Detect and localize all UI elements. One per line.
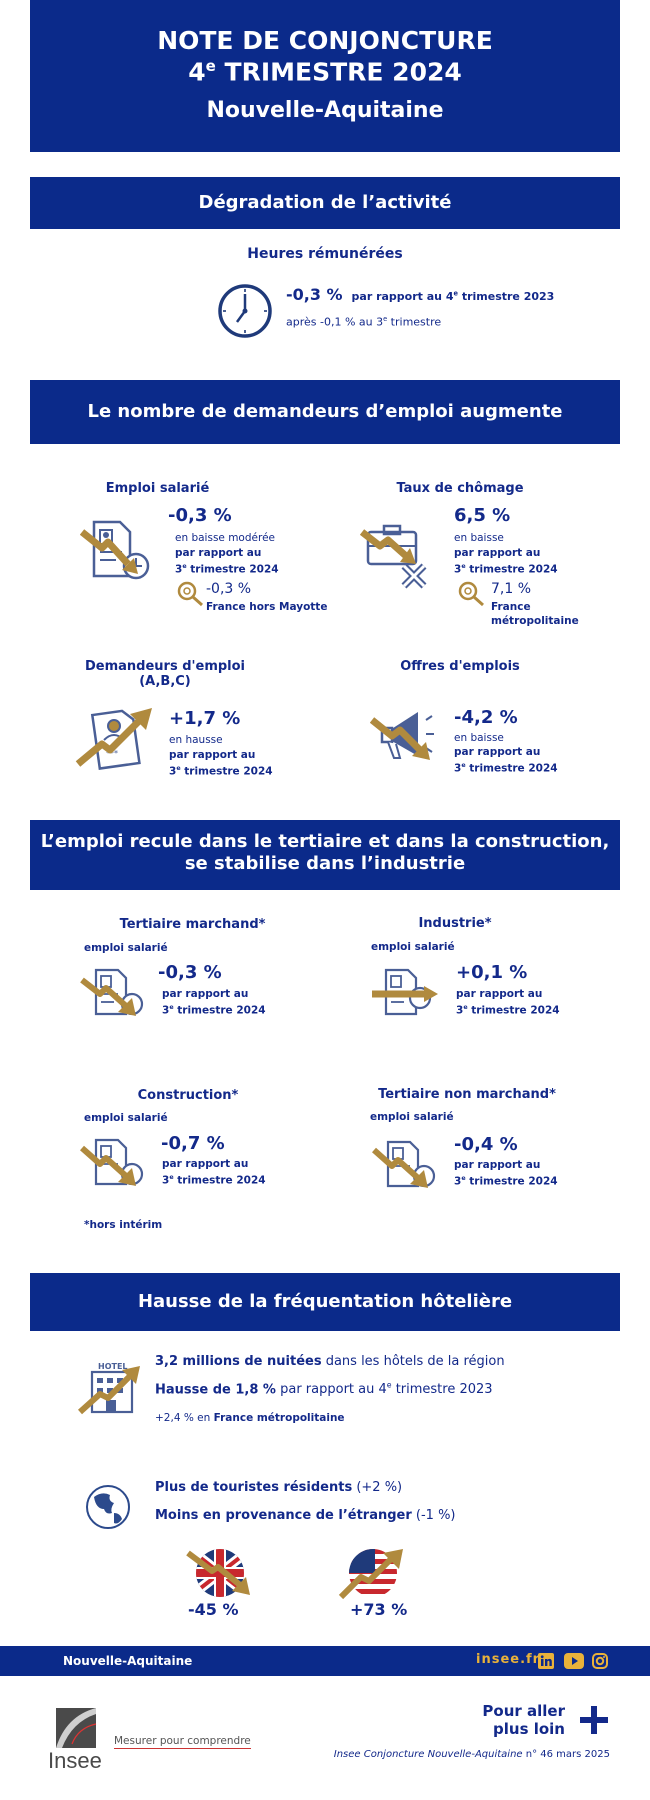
construction-value: -0,7 % xyxy=(161,1133,225,1154)
hors-interim-note: *hors intérim xyxy=(84,1219,163,1231)
offres-desc: en baisse xyxy=(454,732,504,744)
youtube-icon[interactable] xyxy=(564,1653,584,1669)
section-sectors-banner: L’emploi recule dans le tertiaire et dan… xyxy=(30,820,620,890)
header-title: NOTE DE CONJONCTURE xyxy=(157,26,493,55)
megaphone-down-icon xyxy=(370,700,450,770)
emploi-salarie-ref: par rapport au 3e trimestre 2024 xyxy=(175,547,279,576)
offres-value: -4,2 % xyxy=(454,707,518,728)
industrie-sublabel: emploi salarié xyxy=(371,941,455,953)
offres-label: Offres d'emplois xyxy=(400,659,520,674)
section-hotel-banner: Hausse de la fréquentation hôtelière xyxy=(30,1273,620,1331)
tertiaire-label: Tertiaire marchand* xyxy=(119,917,266,932)
emploi-france-label: France hors Mayotte xyxy=(206,601,328,613)
document-clock-down-icon xyxy=(80,966,152,1022)
residents-line: Plus de touristes résidents (+2 %) xyxy=(155,1480,403,1495)
tertiaire-value: -0,3 % xyxy=(158,962,222,983)
tertiaire-ref: par rapport au 3e trimestre 2024 xyxy=(162,988,266,1017)
document-clock-down-icon xyxy=(80,518,156,586)
construction-sublabel: emploi salarié xyxy=(84,1112,168,1124)
sectors-title-line2: se stabilise dans l’industrie xyxy=(184,853,466,874)
briefcase-cross-icon xyxy=(360,518,440,590)
chomage-value: 6,5 % xyxy=(454,505,511,526)
emploi-salarie-label: Emploi salarié xyxy=(105,481,210,496)
demandeurs-ref: par rapport au 3e trimestre 2024 xyxy=(169,749,273,778)
document-clock-down-icon xyxy=(80,1136,152,1192)
insee-tagline: Mesurer pour comprendre xyxy=(114,1735,251,1749)
instagram-icon[interactable] xyxy=(592,1653,608,1669)
magnifier-icon xyxy=(176,580,206,608)
industrie-value: +0,1 % xyxy=(456,962,528,983)
footer-bar: Nouvelle-Aquitaine insee.fr xyxy=(0,1646,650,1676)
document-clock-down-icon xyxy=(372,1138,444,1194)
chomage-desc: en baisse xyxy=(454,532,504,544)
emploi-salarie-desc: en baisse modérée xyxy=(175,532,275,544)
sectors-title-line1: L’emploi recule dans le tertiaire et dan… xyxy=(40,831,610,852)
construction-label: Construction* xyxy=(137,1088,239,1103)
section-demandeurs-banner: Le nombre de demandeurs d’emploi augment… xyxy=(30,380,620,444)
construction-ref: par rapport au 3e trimestre 2024 xyxy=(162,1158,266,1187)
nonmarchand-value: -0,4 % xyxy=(454,1134,518,1155)
linkedin-icon[interactable] xyxy=(538,1653,554,1669)
nonmarchand-sublabel: emploi salarié xyxy=(370,1111,454,1123)
offres-ref: par rapport au 3e trimestre 2024 xyxy=(454,746,558,775)
pour-aller-plus-loin-link[interactable]: Pour aller plus loin xyxy=(482,1702,565,1738)
publication-reference: Insee Conjoncture Nouvelle-Aquitaine n° … xyxy=(333,1749,610,1760)
insee-logo-text: Insee xyxy=(48,1748,102,1773)
industrie-label: Industrie* xyxy=(418,916,492,931)
us-value: +73 % xyxy=(350,1600,408,1619)
uk-flag-down-icon xyxy=(184,1545,256,1601)
footer-region: Nouvelle-Aquitaine xyxy=(63,1654,193,1668)
plus-icon[interactable] xyxy=(578,1704,610,1736)
svg-text:HOTEL: HOTEL xyxy=(98,1362,128,1371)
emploi-salarie-value: -0,3 % xyxy=(168,505,232,526)
nonmarchand-label: Tertiaire non marchand* xyxy=(378,1087,556,1102)
document-person-up-icon: *** xyxy=(74,700,158,772)
france-metro-line: +2,4 % en France métropolitaine xyxy=(155,1412,345,1424)
demandeurs-desc: en hausse xyxy=(169,734,223,746)
demandeurs-value: +1,7 % xyxy=(169,708,241,729)
heures-value-line: -0,3 % par rapport au 4e trimestre 2023 xyxy=(286,285,555,304)
clock-icon xyxy=(216,282,274,340)
etranger-line: Moins en provenance de l’étranger (-1 %) xyxy=(155,1508,456,1523)
header-banner: NOTE DE CONJONCTURE 4e TRIMESTRE 2024 No… xyxy=(30,0,620,152)
heures-label: Heures rémunérées xyxy=(247,246,403,262)
header-region: Nouvelle-Aquitaine xyxy=(206,98,444,124)
nonmarchand-ref: par rapport au 3e trimestre 2024 xyxy=(454,1159,558,1188)
svg-text:***: *** xyxy=(106,749,118,758)
chomage-ref: par rapport au 3e trimestre 2024 xyxy=(454,547,558,576)
insee-logo xyxy=(48,1706,108,1766)
document-clock-flat-icon xyxy=(370,966,442,1022)
hotel-up-icon: HOTEL xyxy=(78,1358,144,1416)
tertiaire-sublabel: emploi salarié xyxy=(84,942,168,954)
us-flag-up-icon xyxy=(337,1545,409,1601)
globe-icon xyxy=(84,1483,132,1531)
header-quarter: 4e TRIMESTRE 2024 xyxy=(188,57,462,87)
chomage-france-value: 7,1 % xyxy=(491,581,532,597)
hausse-line: Hausse de 1,8 % par rapport au 4e trimes… xyxy=(155,1381,493,1398)
chomage-label: Taux de chômage xyxy=(396,481,524,496)
insee-site-link[interactable]: insee.fr xyxy=(476,1652,541,1667)
heures-after: après -0,1 % au 3e trimestre xyxy=(286,315,442,329)
nuitees-line: 3,2 millions de nuitées dans les hôtels … xyxy=(155,1354,505,1369)
emploi-france-value: -0,3 % xyxy=(206,581,252,597)
chomage-france-label: France métropolitaine xyxy=(491,601,579,627)
section-activity-banner: Dégradation de l’activité xyxy=(30,177,620,229)
industrie-ref: par rapport au 3e trimestre 2024 xyxy=(456,988,560,1017)
demandeurs-label: Demandeurs d'emploi (A,B,C) xyxy=(84,659,246,689)
magnifier-icon xyxy=(457,580,487,608)
uk-value: -45 % xyxy=(188,1600,239,1619)
